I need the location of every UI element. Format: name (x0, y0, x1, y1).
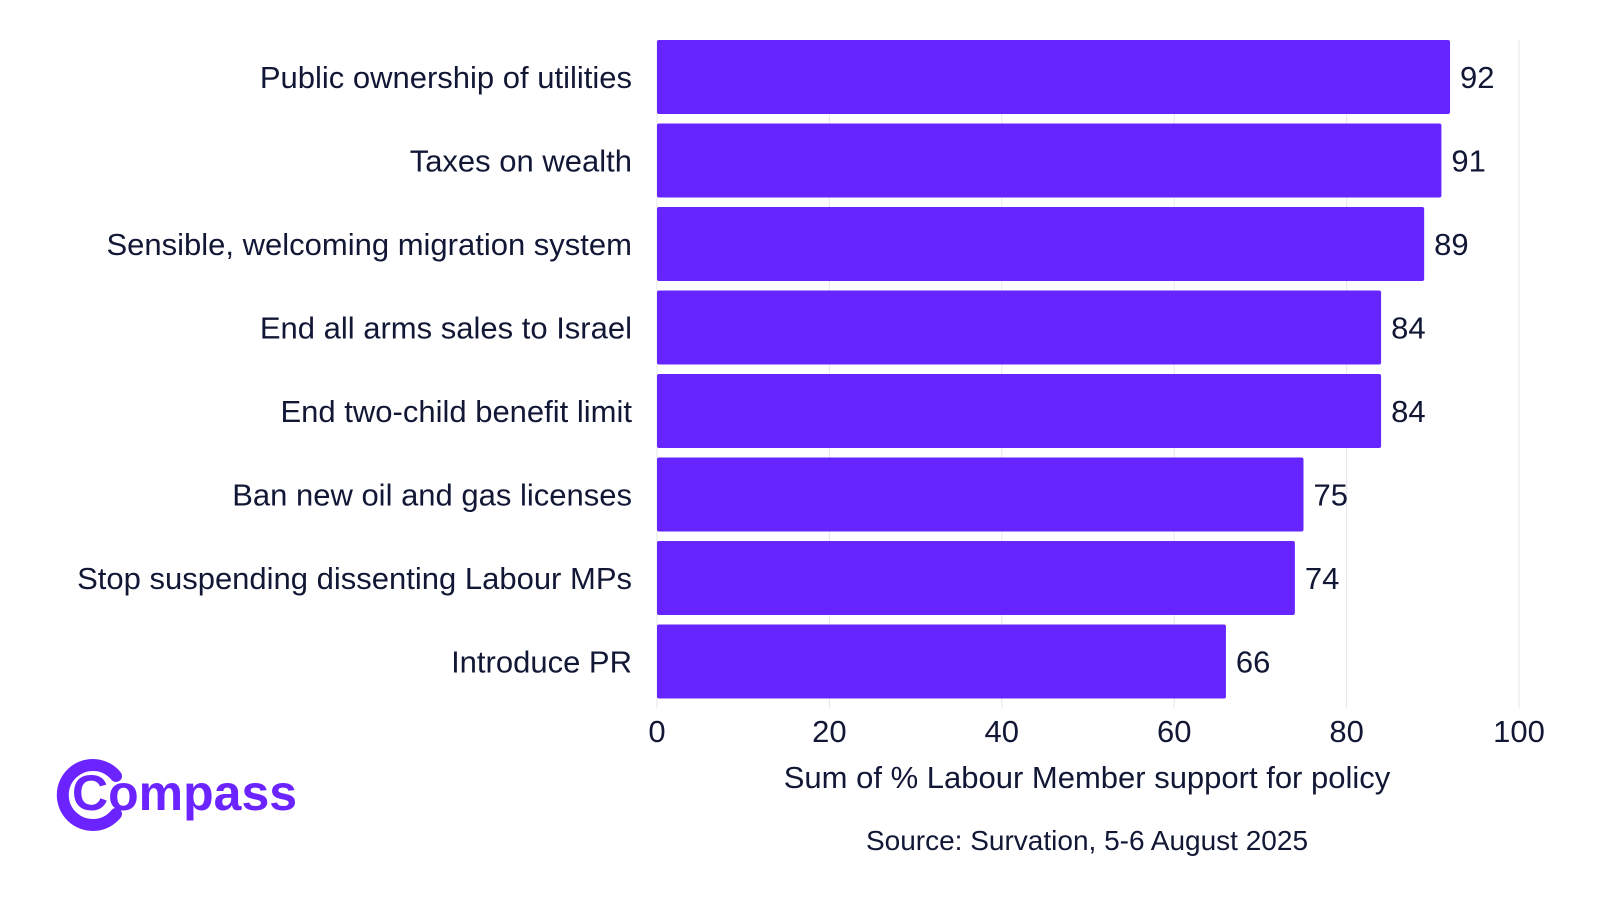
value-label: 89 (1434, 227, 1468, 262)
category-label: Introduce PR (451, 645, 632, 680)
x-tick-label: 60 (1157, 714, 1191, 749)
value-labels: 92 91 89 84 84 75 74 66 (1236, 60, 1495, 680)
category-label: Taxes on wealth (410, 144, 632, 179)
compass-logo-mark (56, 759, 122, 831)
x-tick-label: 20 (812, 714, 846, 749)
x-tick-label: 40 (985, 714, 1019, 749)
value-label: 84 (1391, 394, 1425, 429)
bars (657, 40, 1451, 699)
bar (657, 123, 1442, 198)
bar (657, 624, 1226, 699)
value-label: 75 (1314, 478, 1348, 513)
value-label: 92 (1460, 60, 1494, 95)
x-tick-label: 80 (1329, 714, 1363, 749)
category-label: Ban new oil and gas licenses (232, 478, 632, 513)
category-label: Sensible, welcoming migration system (107, 227, 633, 262)
x-axis-title: Sum of % Labour Member support for polic… (784, 760, 1391, 795)
category-label: Stop suspending dissenting Labour MPs (77, 561, 632, 596)
source-note: Source: Survation, 5-6 August 2025 (866, 825, 1308, 856)
value-label: 91 (1451, 144, 1485, 179)
x-axis-ticks: 0 20 40 60 80 100 (648, 714, 1544, 749)
compass-logo-wordmark: Compass (72, 765, 297, 821)
bar (657, 374, 1382, 448)
category-label: Public ownership of utilities (260, 60, 632, 95)
bar (657, 207, 1425, 281)
x-tick-label: 100 (1493, 714, 1545, 749)
compass-logo: Compass (56, 759, 297, 831)
x-tick-label: 0 (648, 714, 665, 749)
value-label: 66 (1236, 645, 1270, 680)
category-labels: Public ownership of utilities Taxes on we… (77, 60, 632, 680)
value-label: 84 (1391, 311, 1425, 346)
value-label: 74 (1305, 561, 1339, 596)
category-label: End two-child benefit limit (281, 394, 633, 429)
bar (657, 40, 1451, 114)
bar (657, 541, 1295, 615)
bar (657, 457, 1304, 532)
category-label: End all arms sales to Israel (260, 311, 632, 346)
bar (657, 290, 1382, 365)
